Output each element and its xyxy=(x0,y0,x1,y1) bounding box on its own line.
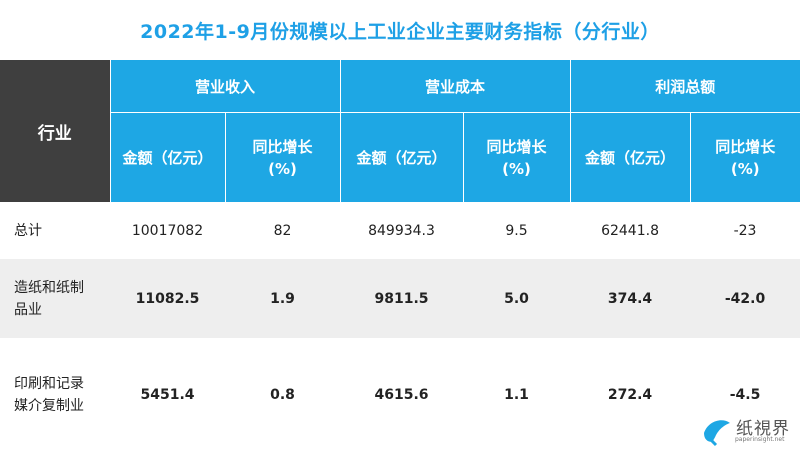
revenue-growth-header: 同比增长 (%) xyxy=(224,112,341,202)
profit-amount-cell: 374.4 xyxy=(570,259,691,338)
industry-name-line2: 品业 xyxy=(14,301,42,318)
industry-header: 行业 xyxy=(0,60,110,202)
revenue-growth-cell: 1.9 xyxy=(225,259,341,338)
profit-growth-cell: -23 xyxy=(690,202,800,259)
profit-group-header: 利润总额 xyxy=(569,60,800,113)
profit-growth-cell: -42.0 xyxy=(690,259,800,338)
revenue-amount-header: 金额（亿元） xyxy=(109,112,225,202)
growth-label: 同比增长 xyxy=(252,137,313,156)
growth-label: 同比增长 xyxy=(486,137,547,156)
revenue-amount-cell: 10017082 xyxy=(110,202,225,259)
cost-amount-header: 金额（亿元） xyxy=(339,112,464,202)
revenue-growth-cell: 0.8 xyxy=(225,338,341,452)
cost-growth-cell: 1.1 xyxy=(463,338,571,452)
profit-amount-header: 金额（亿元） xyxy=(569,112,691,202)
industry-name-line1: 印刷和记录 xyxy=(14,376,84,392)
revenue-amount-cell: 11082.5 xyxy=(110,259,225,338)
industry-name-cell: 总计 xyxy=(0,202,110,259)
cost-growth-header: 同比增长 (%) xyxy=(462,112,571,202)
cost-growth-cell: 9.5 xyxy=(463,202,571,259)
revenue-group-header: 营业收入 xyxy=(109,60,341,113)
industry-name-cell: 印刷和记录 媒介复制业 xyxy=(0,338,110,452)
profit-amount-cell: 272.4 xyxy=(570,338,691,452)
growth-unit: (%) xyxy=(730,159,760,178)
profit-growth-header: 同比增长 (%) xyxy=(689,112,800,202)
cost-amount-cell: 9811.5 xyxy=(340,259,464,338)
page-title: 2022年1-9月份规模以上工业企业主要财务指标（分行业） xyxy=(140,20,660,43)
growth-unit: (%) xyxy=(268,159,297,178)
industry-name-line2: 媒介复制业 xyxy=(14,398,84,414)
table-row-total: 总计 10017082 82 849934.3 9.5 62441.8 -23 xyxy=(0,202,800,259)
profit-amount-cell: 62441.8 xyxy=(570,202,691,259)
cost-growth-cell: 5.0 xyxy=(463,259,571,338)
growth-label: 同比增长 xyxy=(715,137,776,156)
cost-group-header: 营业成本 xyxy=(339,60,571,113)
industry-name-line1: 造纸和纸制 xyxy=(14,279,84,296)
industry-name: 总计 xyxy=(14,222,42,239)
brand-name: 纸視界 xyxy=(736,419,790,439)
brand-logo-icon xyxy=(704,420,733,447)
table-row-paper: 造纸和纸制 品业 11082.5 1.9 9811.5 5.0 374.4 -4… xyxy=(0,259,800,338)
table-row-printing: 印刷和记录 媒介复制业 5451.4 0.8 4615.6 1.1 272.4 … xyxy=(0,338,800,452)
cost-amount-cell: 849934.3 xyxy=(340,202,464,259)
revenue-amount-cell: 5451.4 xyxy=(110,338,225,452)
revenue-growth-cell: 82 xyxy=(225,202,341,259)
brand-url: paperinsight.net xyxy=(735,436,785,443)
cost-amount-cell: 4615.6 xyxy=(340,338,464,452)
industry-name-cell: 造纸和纸制 品业 xyxy=(0,259,110,338)
growth-unit: (%) xyxy=(502,159,531,178)
financial-table: 行业 营业收入 营业成本 利润总额 金额（亿元） 同比增长 (%) 金额（亿元）… xyxy=(0,60,800,452)
